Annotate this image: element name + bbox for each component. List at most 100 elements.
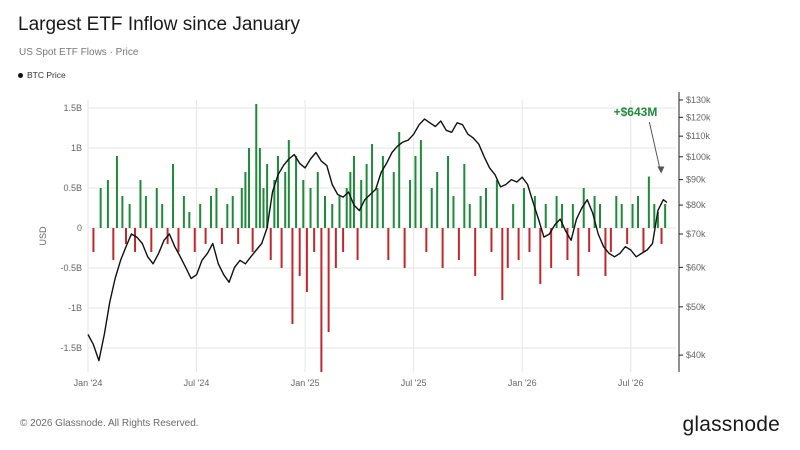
flow-bar xyxy=(566,228,569,260)
y-tick-label: 1B xyxy=(71,143,82,153)
annotation-group: +$643M xyxy=(614,105,665,174)
flow-bar xyxy=(313,228,316,252)
flow-bar xyxy=(544,204,547,228)
flow-bar xyxy=(501,228,504,300)
flow-bar xyxy=(128,204,131,228)
flow-bar xyxy=(615,196,618,228)
flow-bar xyxy=(284,172,287,228)
x-tick-label: Jan '26 xyxy=(508,378,537,388)
y-tick-label: -0.5B xyxy=(60,263,82,273)
flow-bar xyxy=(517,228,520,260)
flow-bar xyxy=(392,172,395,228)
flow-bar xyxy=(550,228,553,268)
flow-bar xyxy=(177,228,180,252)
flow-bar xyxy=(463,164,466,228)
flow-bar xyxy=(642,228,645,252)
flow-bar xyxy=(506,228,509,268)
flow-bar xyxy=(653,204,656,228)
flow-bar xyxy=(356,228,359,260)
flow-bar xyxy=(99,188,102,228)
flow-bar xyxy=(172,164,175,228)
flow-bar xyxy=(664,204,667,228)
flow-bar xyxy=(309,188,312,228)
flow-bar xyxy=(571,204,574,228)
flow-bar xyxy=(182,196,185,228)
x-tick-label: Jul '26 xyxy=(618,378,644,388)
flow-bar xyxy=(121,196,124,228)
flow-bar xyxy=(199,204,202,228)
x-tick-label: Jan '24 xyxy=(74,378,103,388)
flow-bar xyxy=(276,156,279,228)
flow-bar xyxy=(626,228,629,244)
brand-logo[interactable]: glassnode xyxy=(682,413,780,436)
flow-bar xyxy=(144,196,147,228)
flow-bar xyxy=(588,228,591,252)
flow-bar xyxy=(161,204,164,228)
flow-bar xyxy=(371,144,374,228)
y-tick-label: -1B xyxy=(68,303,82,313)
flow-bar xyxy=(115,156,118,228)
flow-bar xyxy=(631,204,634,228)
flow-bar xyxy=(287,140,290,228)
flow-bar xyxy=(273,180,276,228)
flow-bar xyxy=(604,228,607,276)
flow-bar xyxy=(414,156,417,228)
legend-dot-icon xyxy=(18,72,23,78)
flow-bar xyxy=(441,228,444,268)
flow-bar xyxy=(334,228,337,268)
flow-bar xyxy=(660,228,663,244)
annotation-arrowhead xyxy=(657,166,665,174)
flow-bar xyxy=(298,228,301,276)
flow-bar xyxy=(637,196,640,228)
flow-bar xyxy=(150,228,153,252)
btc-price-line xyxy=(87,118,668,362)
flow-bar xyxy=(452,196,455,228)
y2-tick-label: $90k xyxy=(686,175,706,185)
flow-bar xyxy=(599,204,602,228)
flow-bar xyxy=(419,140,422,228)
flow-bar xyxy=(360,180,363,228)
copyright-text: © 2026 Glassnode. All Rights Reserved. xyxy=(20,418,199,429)
flow-bar xyxy=(302,180,305,228)
flow-bar xyxy=(244,172,247,228)
flow-bar xyxy=(468,204,471,228)
annotation-label: +$643M xyxy=(614,105,658,119)
flow-bar xyxy=(188,212,191,228)
flow-bar xyxy=(193,228,196,252)
flow-bar xyxy=(523,188,526,228)
flow-bar xyxy=(324,196,327,228)
flow-bar xyxy=(479,196,482,228)
y2-tick-label: $80k xyxy=(686,200,706,210)
y-axis-title: USD xyxy=(38,226,48,246)
flow-bar xyxy=(92,228,95,252)
flow-bar xyxy=(577,228,580,276)
x-tick-label: Jul '25 xyxy=(401,378,427,388)
flow-bar xyxy=(474,228,477,276)
flow-bar xyxy=(338,196,341,228)
flow-bar xyxy=(512,204,515,228)
flow-bar xyxy=(430,188,433,228)
price-line-group xyxy=(87,118,668,362)
flow-bar xyxy=(528,228,531,252)
y2-tick-label: $100k xyxy=(686,152,711,162)
flow-bar xyxy=(436,172,439,228)
y-tick-label: 0.5B xyxy=(63,183,82,193)
flow-bar xyxy=(403,228,406,268)
flow-bar xyxy=(593,196,596,228)
y-tick-label: -1.5B xyxy=(60,343,82,353)
flow-bar xyxy=(280,228,283,268)
flow-bar xyxy=(124,228,127,244)
flow-bar xyxy=(609,228,612,252)
y2-tick-label: $40k xyxy=(686,350,706,360)
flow-bar xyxy=(134,228,137,252)
y2-tick-label: $130k xyxy=(686,95,711,105)
flow-bar xyxy=(376,188,379,228)
legend[interactable]: BTC Price xyxy=(18,70,66,80)
flow-bar xyxy=(582,188,585,228)
flow-bar xyxy=(327,228,330,332)
annotation-arrow xyxy=(648,121,661,171)
flow-bar xyxy=(258,148,261,228)
flow-bar xyxy=(352,156,355,228)
flow-bar xyxy=(295,156,298,228)
